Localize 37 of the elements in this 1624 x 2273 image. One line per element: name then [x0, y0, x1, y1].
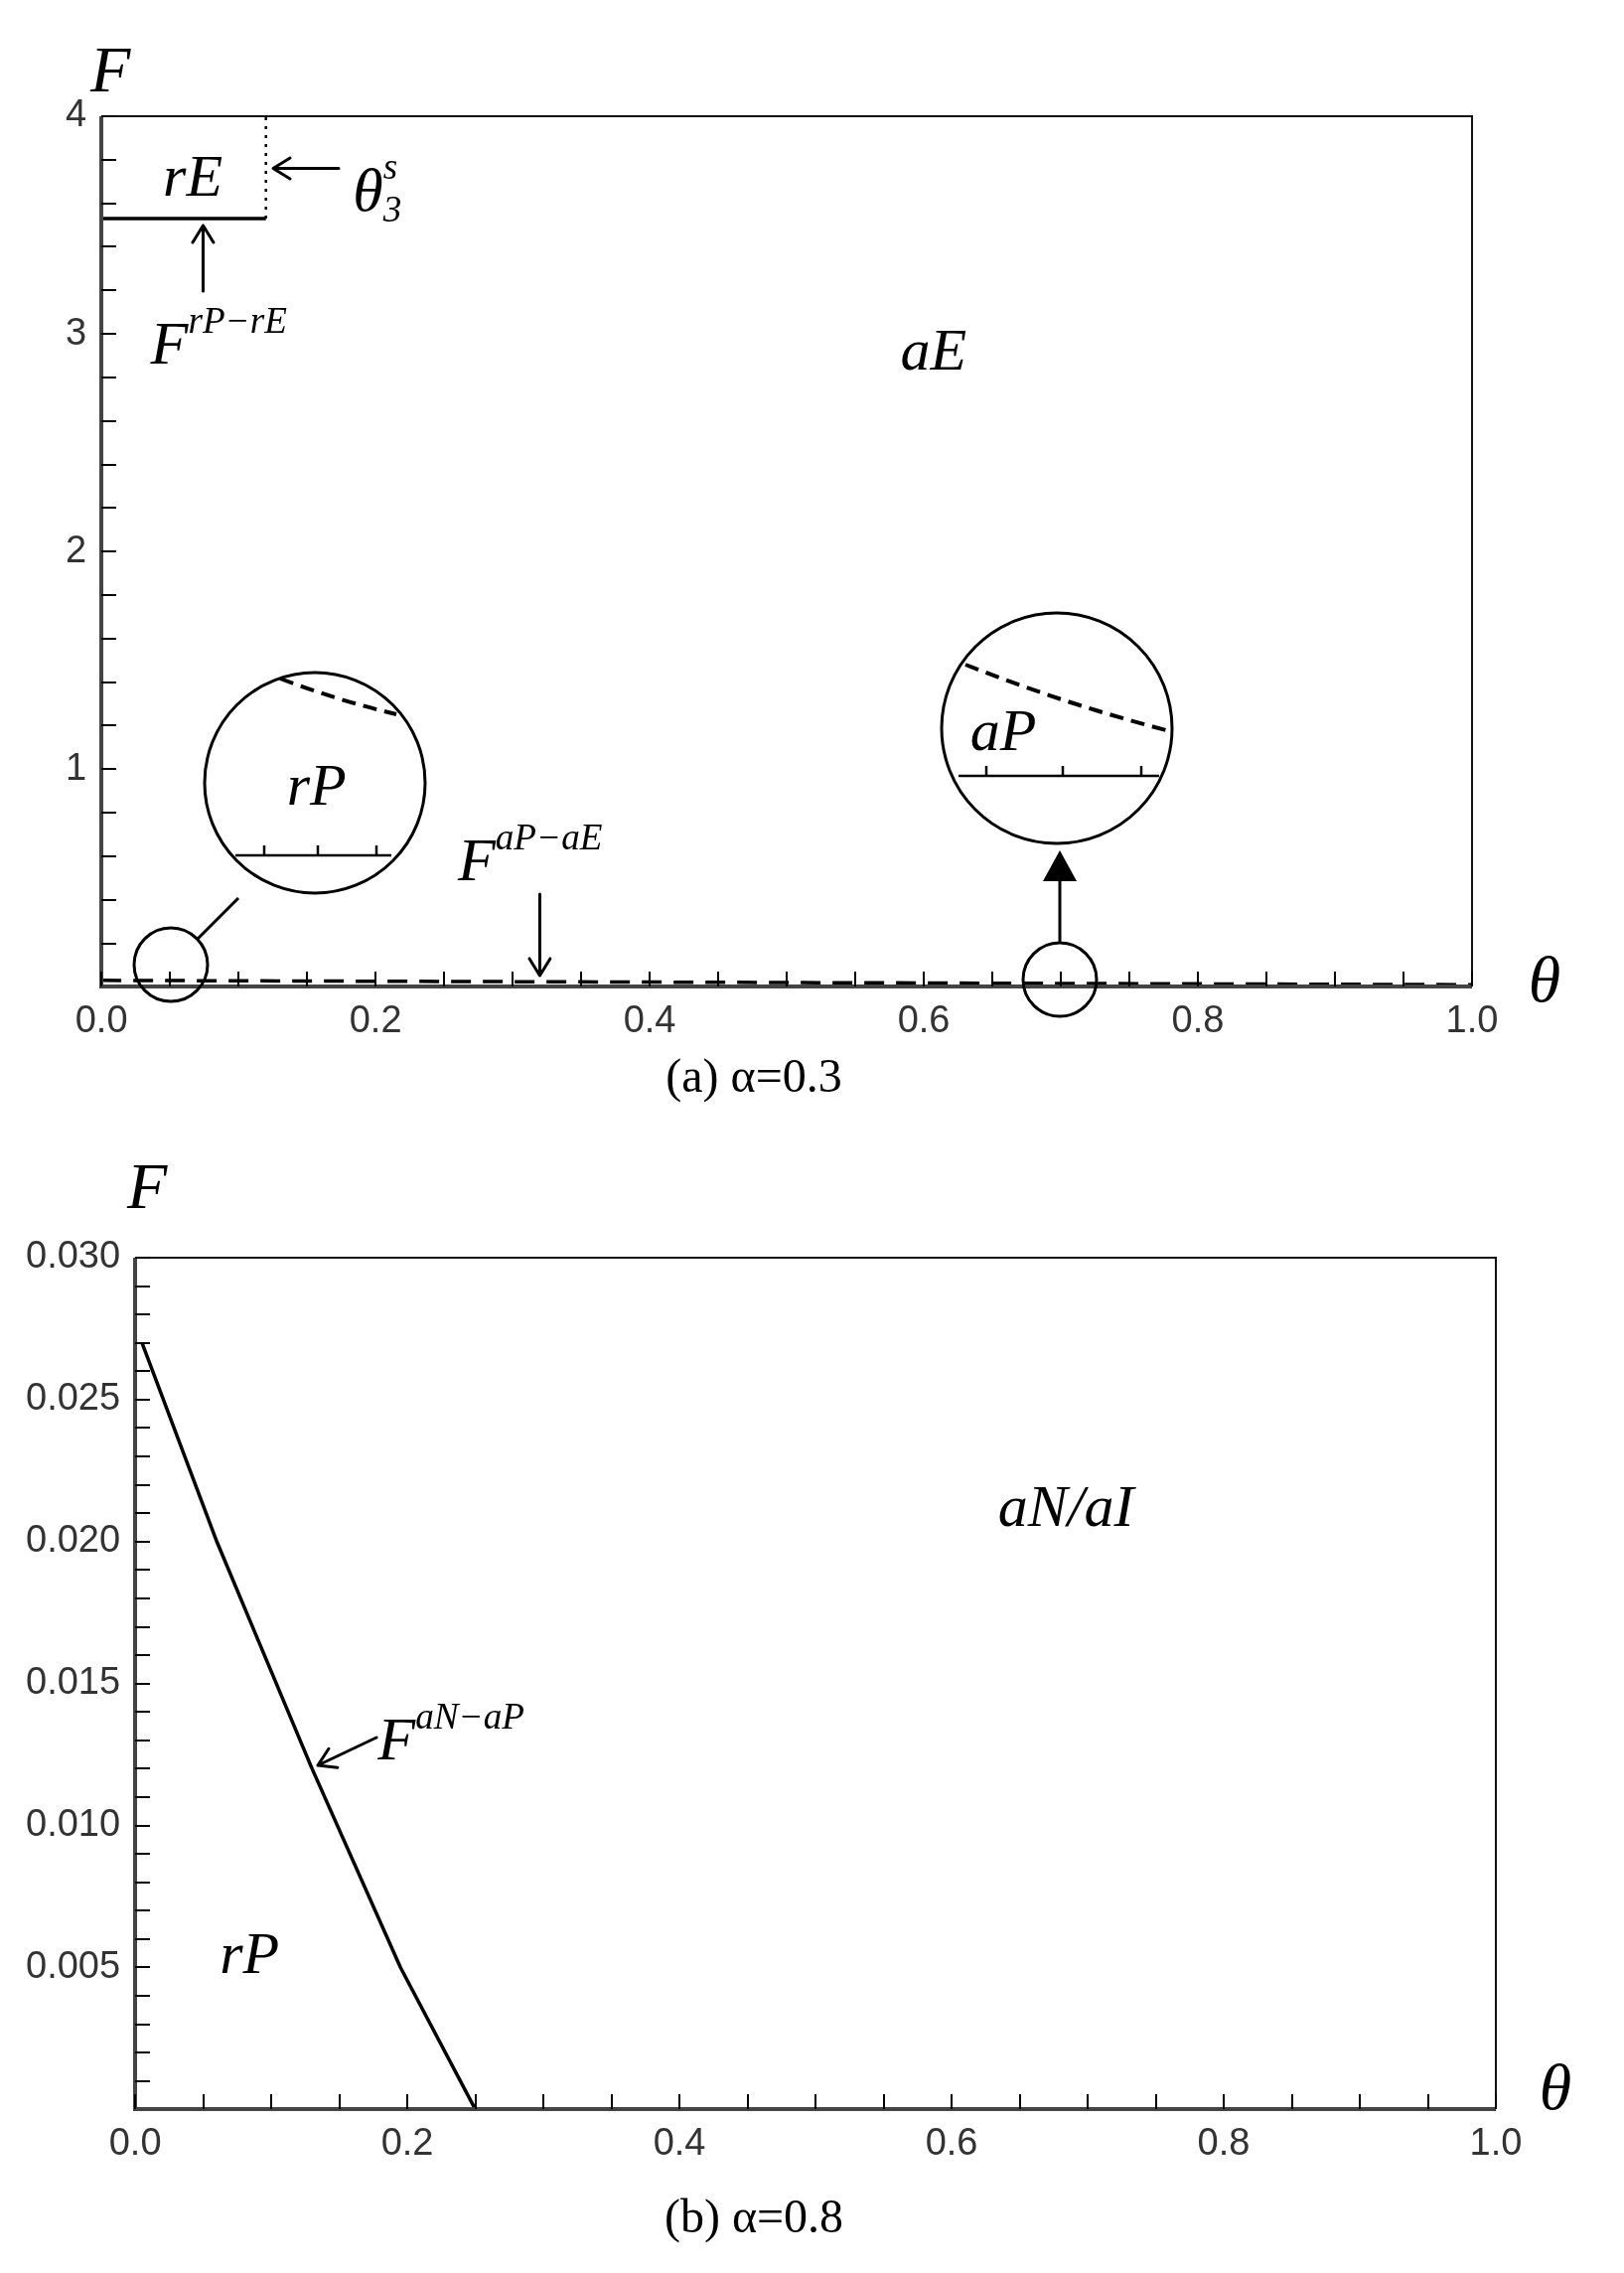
y-tick-label: 0.020: [26, 1518, 121, 1561]
x-tick-label: 0.8: [1197, 2120, 1251, 2163]
y-tick-label: 0.025: [26, 1376, 121, 1419]
annotation: F$^{aN−aP}$: [377, 1696, 525, 1773]
y-tick-label: 0.030: [26, 1234, 121, 1277]
y-tick-label: 0.015: [26, 1660, 121, 1703]
x-tick-label: 0.2: [380, 2120, 434, 2163]
annotation: rE: [163, 143, 223, 210]
y-axis-title: F: [89, 33, 131, 105]
y-tick-label: 1: [65, 745, 87, 788]
annotation: rP: [220, 1920, 280, 1987]
y-axis-title: F: [126, 1149, 168, 1222]
y-tick-label: 2: [65, 528, 87, 570]
x-axis-title: θ: [1528, 943, 1561, 1016]
x-tick-label: 0.0: [74, 997, 128, 1040]
y-tick-label: 3: [65, 310, 87, 353]
annotation: F$^{aP−aE}$: [457, 816, 603, 894]
x-tick-label: 0.4: [623, 997, 676, 1040]
y-tick-label: 4: [65, 92, 87, 135]
x-tick-label: 0.0: [108, 2120, 162, 2163]
y-tick-label: 0.010: [26, 1802, 121, 1845]
annotation: rP: [286, 752, 347, 819]
x-tick-label: 1.0: [1469, 2120, 1523, 2163]
annotation: aP: [969, 696, 1037, 763]
x-tick-label: 0.4: [653, 2120, 706, 2163]
x-tick-label: 1.0: [1445, 997, 1499, 1040]
annotation: F$^{rP−rE}$: [150, 299, 287, 378]
x-tick-label: 0.2: [349, 997, 402, 1040]
x-tick-label: 0.6: [925, 2120, 978, 2163]
x-tick-label: 0.8: [1171, 997, 1225, 1040]
text: (a) α=0.3: [665, 1049, 842, 1102]
x-tick-label: 0.6: [897, 997, 951, 1040]
y-tick-label: 0.005: [26, 1943, 121, 1986]
annotation: aN/aI: [997, 1473, 1134, 1540]
annotation: aE: [900, 316, 967, 382]
text: (b) α=0.8: [664, 2190, 844, 2242]
x-axis-title: θ: [1539, 2050, 1572, 2124]
